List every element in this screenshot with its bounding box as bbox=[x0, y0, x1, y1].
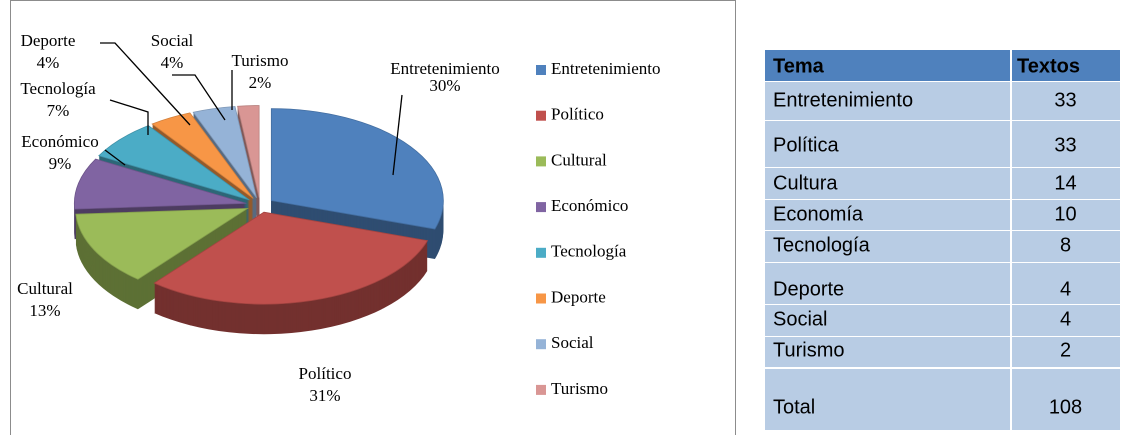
row-cell bbox=[1012, 369, 1120, 430]
row-cell bbox=[1012, 121, 1120, 167]
leader-line bbox=[392, 94, 403, 176]
slice bbox=[192, 106, 257, 198]
row-cell bbox=[1012, 337, 1120, 367]
row-value: 33 bbox=[1054, 134, 1076, 156]
row-value: 14 bbox=[1054, 172, 1076, 194]
data-label-name: Político bbox=[299, 364, 352, 383]
row-value: 108 bbox=[1049, 396, 1082, 418]
data-label-value: 4% bbox=[37, 53, 60, 72]
data-label-name: Deporte bbox=[21, 31, 76, 50]
row-label: Entretenimiento bbox=[773, 89, 913, 111]
row-value: 8 bbox=[1060, 234, 1071, 256]
slice bbox=[73, 158, 247, 210]
data-label-name: Entretenimiento bbox=[390, 59, 500, 78]
legend-label: Político bbox=[551, 105, 604, 124]
row-cell bbox=[765, 231, 1010, 262]
row-value: 4 bbox=[1060, 278, 1071, 300]
legend-swatch bbox=[536, 339, 546, 350]
row-cell bbox=[765, 168, 1010, 199]
row-value: 4 bbox=[1060, 308, 1071, 330]
header-cell: Tema bbox=[773, 55, 825, 77]
legend-label: Deporte bbox=[551, 287, 606, 306]
row-label: Política bbox=[773, 134, 839, 156]
row-cell bbox=[765, 305, 1010, 336]
row-cell bbox=[1012, 305, 1120, 336]
header-row bbox=[765, 50, 1120, 81]
legend-label: Turismo bbox=[551, 379, 608, 398]
row-label: Turismo bbox=[773, 339, 844, 361]
data-label-name: Económico bbox=[21, 132, 98, 151]
row-cell bbox=[1012, 263, 1120, 304]
legend-swatch bbox=[536, 110, 546, 121]
leader-line bbox=[100, 42, 191, 126]
legend-swatch bbox=[536, 247, 546, 258]
data-label-name: Cultural bbox=[17, 279, 73, 298]
legend-label: Social bbox=[551, 333, 594, 352]
data-label-value: 7% bbox=[47, 101, 70, 120]
chart-frame bbox=[10, 0, 736, 435]
row-label: Tecnología bbox=[773, 234, 871, 256]
row-cell bbox=[1012, 168, 1120, 199]
data-label-value: 4% bbox=[161, 53, 184, 72]
row-label: Economía bbox=[773, 203, 864, 225]
legend-label: Entretenimiento bbox=[551, 59, 661, 78]
row-label: Cultura bbox=[773, 172, 838, 194]
data-label-value: 30% bbox=[429, 76, 460, 95]
row-value: 33 bbox=[1054, 89, 1076, 111]
slice bbox=[237, 105, 260, 198]
legend-swatch bbox=[536, 384, 546, 395]
slice bbox=[75, 207, 249, 280]
slice bbox=[151, 112, 254, 199]
row-cell bbox=[765, 263, 1010, 304]
data-label-name: Tecnología bbox=[20, 79, 96, 98]
slice bbox=[153, 211, 429, 305]
leader-line bbox=[172, 74, 226, 121]
row-cell bbox=[765, 337, 1010, 367]
data-label-name: Turismo bbox=[231, 51, 288, 70]
header-cell: Textos bbox=[1017, 55, 1080, 77]
leader-line bbox=[104, 149, 126, 166]
data-label-value: 31% bbox=[309, 386, 340, 405]
legend-swatch bbox=[536, 293, 546, 304]
legend-swatch bbox=[536, 65, 546, 75]
row-cell bbox=[1012, 200, 1120, 230]
legend-label: Tecnología bbox=[551, 242, 627, 261]
row-label: Social bbox=[773, 308, 827, 330]
row-cell bbox=[765, 369, 1010, 430]
row-cell bbox=[765, 121, 1010, 167]
data-label-name: Social bbox=[151, 31, 194, 50]
pie: Entretenimiento30%Político31%Cultural13%… bbox=[17, 31, 660, 405]
row-value: 2 bbox=[1060, 339, 1071, 361]
table: Tema Textos Entretenimiento 33 Política 33 Cul… bbox=[765, 50, 1120, 430]
row-label: Deporte bbox=[773, 278, 844, 300]
slice bbox=[270, 108, 444, 230]
legend-label: Cultural bbox=[551, 150, 607, 169]
legend-swatch bbox=[536, 202, 546, 213]
data-label-value: 2% bbox=[249, 73, 272, 92]
row-cell bbox=[1012, 231, 1120, 262]
row-label: Total bbox=[773, 396, 815, 418]
row-value: 10 bbox=[1054, 203, 1076, 225]
data-label-value: 9% bbox=[49, 154, 72, 173]
data-label-value: 13% bbox=[29, 301, 60, 320]
legend-label: Económico bbox=[551, 196, 628, 215]
leader-line bbox=[109, 99, 149, 135]
legend-swatch bbox=[536, 156, 546, 167]
row-cell bbox=[1012, 82, 1120, 120]
row-cell bbox=[765, 200, 1010, 230]
row-cell bbox=[765, 82, 1010, 120]
